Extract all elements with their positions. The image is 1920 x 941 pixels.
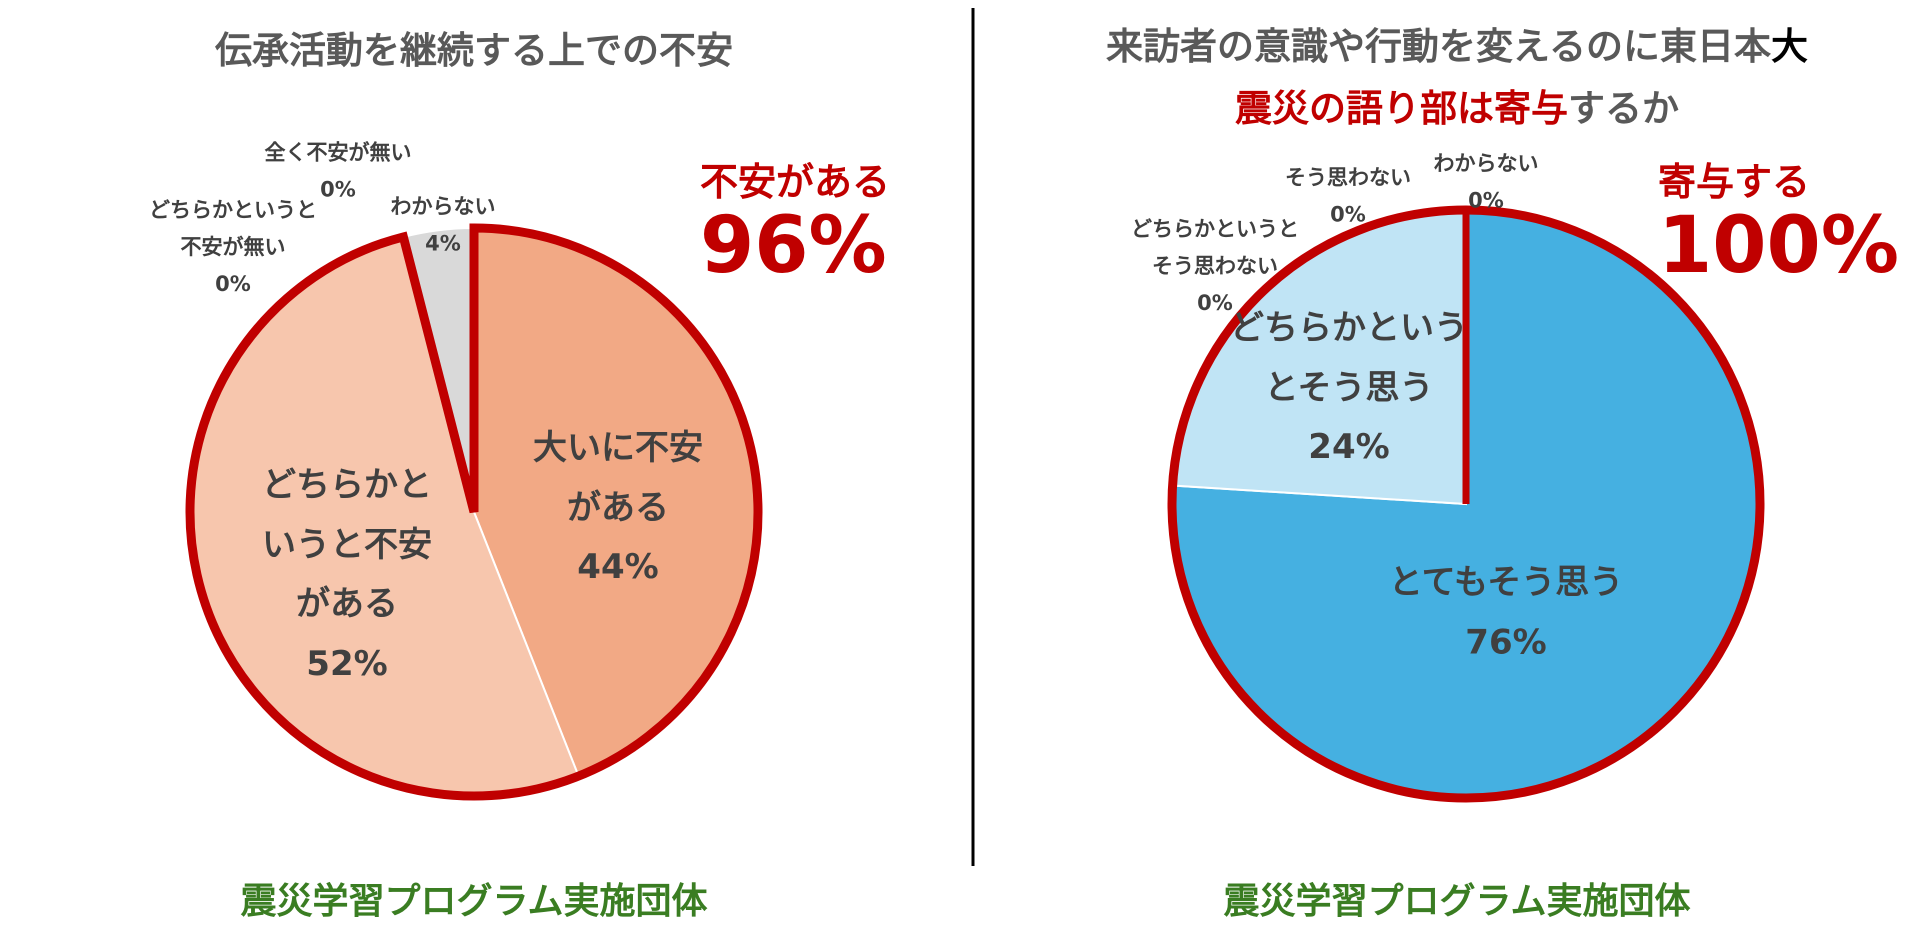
highlight-value: 100% (1658, 200, 1899, 291)
slice-label: どちらかというと不安がある 52% (247, 456, 447, 694)
slice-value-label: 0% (215, 271, 251, 296)
slice-value-label: 0% (320, 177, 356, 201)
slice-label: どちらかというと不安が無い 0% (141, 192, 326, 302)
slice-value-label: 0% (1468, 188, 1504, 212)
slice-value-label: 44% (577, 546, 659, 587)
highlight-outline (1167, 205, 1765, 803)
slice-category: どちらかというと不安がある (262, 465, 432, 624)
slice-value-label: 4% (425, 231, 461, 255)
slice-label: 全く不安が無い 0% (243, 134, 433, 208)
title-line: 震災の語り部は寄与するか (1106, 78, 1808, 140)
highlight-label: 不安がある 96% (700, 160, 891, 291)
slice-category: どちらかというとそう思う (1230, 307, 1468, 408)
highlight-outline (185, 223, 763, 801)
slice-label: どちらかというとそう思わない 0% (1123, 211, 1308, 321)
slice-category: わからない (390, 194, 496, 219)
chart-footer: 震災学習プログラム実施団体 (240, 881, 708, 922)
title-segment: するか (1567, 87, 1679, 130)
highlight-name: 不安がある (700, 160, 891, 204)
title-segment: 伝承活動を継続する上での不安 (215, 29, 733, 72)
chart-title: 来訪者の意識や行動を変えるのに東日本大 震災の語り部は寄与するか (1106, 16, 1808, 140)
slice-label: とてもそう思う 76% (1356, 554, 1656, 673)
slice-value-label: 0% (1197, 290, 1233, 315)
slice-label: そう思わない 0% (1263, 159, 1433, 233)
title-segment: 大 (1770, 25, 1808, 68)
title-segment: 来訪者の意識や行動を変えるのに東日本 (1106, 25, 1771, 68)
slice-category: どちらかというと不安が無い (149, 197, 317, 259)
slice-category: どちらかというとそう思わない (1131, 216, 1299, 278)
slice-value-label: 24% (1308, 426, 1390, 467)
slice-label: 大いに不安がある 44% (518, 419, 718, 598)
slice-value-label: 52% (306, 643, 388, 684)
slice-label: わからない 0% (1406, 145, 1566, 219)
slice-value-label: 0% (1330, 202, 1366, 226)
slice-category: 大いに不安がある (533, 427, 703, 528)
slice-category: わからない (1433, 151, 1539, 176)
highlight-name: 寄与する (1658, 160, 1811, 204)
slice-category: 全く不安が無い (264, 140, 412, 165)
title-line: 伝承活動を継続する上での不安 (215, 20, 733, 82)
chart-footer: 震災学習プログラム実施団体 (1223, 881, 1691, 922)
slice-category: とてもそう思う (1388, 562, 1624, 603)
slice-label: どちらかというとそう思う 24% (1214, 299, 1484, 478)
highlight-label: 寄与する 100% (1658, 160, 1899, 291)
highlight-value: 96% (700, 200, 887, 291)
slice-value-label: 76% (1465, 622, 1547, 662)
chart-title: 伝承活動を継続する上での不安 (215, 20, 733, 82)
slice-label: わからない 4% (363, 188, 523, 262)
slice-category: そう思わない (1285, 165, 1411, 190)
title-segment: 震災の語り部は寄与 (1234, 87, 1568, 130)
title-line: 来訪者の意識や行動を変えるのに東日本大 (1106, 16, 1808, 78)
